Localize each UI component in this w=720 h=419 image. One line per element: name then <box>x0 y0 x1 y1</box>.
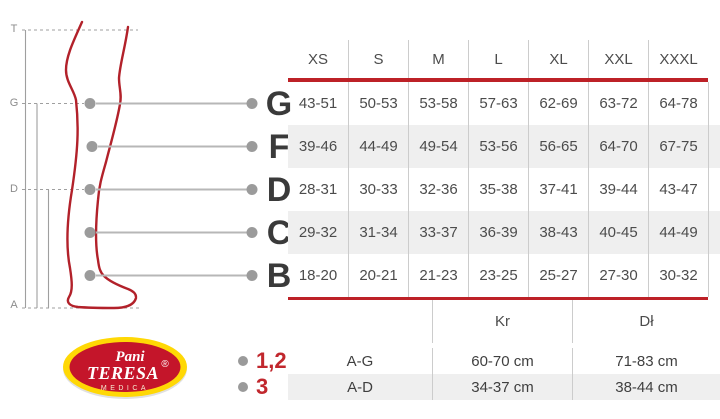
size-value-cell: 50-53 <box>348 82 408 125</box>
size-value-cell: 53-56 <box>468 125 528 168</box>
size-value-cell: 38-43 <box>528 211 588 254</box>
size-table-header: XS S M L XL XXL XXXL <box>288 40 708 78</box>
model-badge-3: 3 <box>238 374 268 400</box>
length-table-row: A-G 60-70 cm 71-83 cm <box>288 348 720 374</box>
size-value-cell: 43-47 <box>648 168 708 211</box>
size-column-header: S <box>348 40 408 78</box>
size-value-cell: 35-38 <box>468 168 528 211</box>
size-value-cell: 20-21 <box>348 254 408 297</box>
size-value-cell: 63-72 <box>588 82 648 125</box>
size-value-cell: 43-51 <box>298 95 338 112</box>
size-column-header: L <box>468 40 528 78</box>
length-header-empty <box>288 300 432 343</box>
size-column-header: XXL <box>588 40 648 78</box>
size-value-cell: 64-70 <box>588 125 648 168</box>
size-value-cell: 49-54 <box>408 125 468 168</box>
connector-lines <box>96 102 247 277</box>
kr-value-cell: 34-37 cm <box>432 374 572 400</box>
length-table-body: A-G 60-70 cm 71-83 cm A-D 34-37 cm 38-44… <box>288 348 720 400</box>
range-cell: A-D <box>347 378 373 396</box>
model-badge-label: 1,2 <box>256 348 287 373</box>
size-column-header: M <box>408 40 468 78</box>
size-table-row: 28-31 30-33 32-36 35-38 37-41 39-44 43-47 <box>288 168 720 211</box>
size-table-row: 18-20 20-21 21-23 23-25 25-27 27-30 30-32 <box>288 254 720 297</box>
size-value-cell: 23-25 <box>468 254 528 297</box>
size-value-cell: 57-63 <box>468 82 528 125</box>
row-letter: G <box>265 84 293 123</box>
row-letter: B <box>266 256 292 295</box>
bullet-icon <box>238 356 248 366</box>
range-cell: A-G <box>346 352 374 370</box>
size-value-cell: 25-27 <box>528 254 588 297</box>
row-letter: D <box>266 170 292 209</box>
size-value-cell: 62-69 <box>528 82 588 125</box>
size-value-cell: 39-46 <box>298 138 338 155</box>
size-value-cell: 40-45 <box>588 211 648 254</box>
size-value-cell: 56-65 <box>528 125 588 168</box>
bullet-icon <box>238 382 248 392</box>
size-value-cell: 31-34 <box>348 211 408 254</box>
size-value-cell: 64-78 <box>648 82 708 125</box>
brand-logo: Pani TERESA ® MEDICA <box>63 337 187 399</box>
measurement-lines <box>24 30 50 308</box>
size-column-header: XS <box>307 50 328 68</box>
size-row-filler <box>708 125 720 168</box>
marker-label-t: T <box>10 23 18 35</box>
marker-label-d: D <box>10 183 18 195</box>
model-badge-label: 3 <box>256 374 269 399</box>
table-top-rule <box>288 78 708 82</box>
size-value-cell: 27-30 <box>588 254 648 297</box>
row-letter-column: G F D C B <box>260 82 298 297</box>
length-table-row: A-D 34-37 cm 38-44 cm <box>288 374 720 400</box>
size-table-body: 43-51 50-53 53-58 57-63 62-69 63-72 64-78 39-46… <box>288 82 720 297</box>
length-header-kr: Kr <box>432 300 572 343</box>
logo-text-medica: MEDICA <box>101 385 149 392</box>
length-table-header: Kr Dł <box>288 300 720 343</box>
model-badge-12: 1,2 <box>238 348 287 374</box>
size-value-cell: 18-20 <box>298 267 338 284</box>
marker-label-a: A <box>10 299 18 311</box>
leg-outline <box>64 20 138 310</box>
size-row-filler <box>708 254 720 297</box>
logo-text-pani: Pani <box>115 349 145 365</box>
size-value-cell: 29-32 <box>298 224 338 241</box>
measure-dots <box>84 98 258 281</box>
length-table: Kr Dł A-G 60-70 cm 71-83 cm A-D 34-37 cm… <box>288 300 720 400</box>
size-value-cell: 44-49 <box>348 125 408 168</box>
size-value-cell: 32-36 <box>408 168 468 211</box>
size-row-filler <box>708 168 720 211</box>
size-value-cell: 30-33 <box>348 168 408 211</box>
size-table-row: 29-32 31-34 33-37 36-39 38-43 40-45 44-49 <box>288 211 720 254</box>
registered-mark-icon: ® <box>161 359 169 370</box>
size-row-filler <box>708 211 720 254</box>
size-column-header: XXXL <box>648 40 708 78</box>
size-row-filler <box>708 82 720 125</box>
size-value-cell: 36-39 <box>468 211 528 254</box>
size-value-cell: 67-75 <box>648 125 708 168</box>
size-value-cell: 39-44 <box>588 168 648 211</box>
length-header-dl: Dł <box>572 300 720 343</box>
kr-value-cell: 60-70 cm <box>432 348 572 374</box>
row-letter: F <box>268 127 290 166</box>
size-table-row: 39-46 44-49 49-54 53-56 56-65 64-70 67-75 <box>288 125 720 168</box>
logo-text-teresa: TERESA <box>87 363 159 383</box>
size-value-cell: 33-37 <box>408 211 468 254</box>
leg-diagram <box>22 20 258 310</box>
row-letter: C <box>266 213 292 252</box>
size-value-cell: 30-32 <box>648 254 708 297</box>
size-column-header: XL <box>528 40 588 78</box>
size-table-row: 43-51 50-53 53-58 57-63 62-69 63-72 64-78 <box>288 82 720 125</box>
size-value-cell: 28-31 <box>298 181 338 198</box>
dashed-guides <box>22 29 142 309</box>
size-value-cell: 44-49 <box>648 211 708 254</box>
size-value-cell: 37-41 <box>528 168 588 211</box>
marker-label-g: G <box>9 97 19 109</box>
size-value-cell: 21-23 <box>408 254 468 297</box>
dl-value-cell: 38-44 cm <box>572 374 720 400</box>
size-value-cell: 53-58 <box>408 82 468 125</box>
logo-oval <box>69 342 181 392</box>
dl-value-cell: 71-83 cm <box>572 348 720 374</box>
table-bottom-rule <box>288 297 708 300</box>
